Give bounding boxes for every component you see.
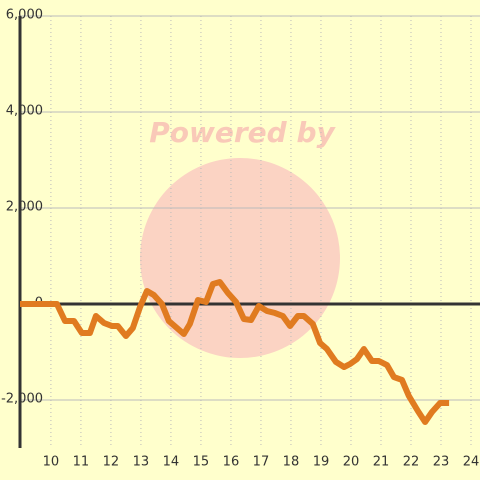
- x-tick-label: 12: [103, 455, 120, 470]
- x-tick-label: 20: [343, 455, 360, 470]
- watermark: Powered by: [149, 116, 336, 149]
- x-tick-label: 13: [133, 455, 150, 470]
- x-tick-label: 21: [373, 455, 390, 470]
- x-tick-label: 24: [463, 455, 480, 470]
- x-tick-label: 14: [163, 455, 180, 470]
- line: [20, 279, 450, 425]
- x-tick-label: 17: [253, 455, 270, 470]
- x-tick-label: 10: [43, 455, 60, 470]
- y-tick-label: 4,000: [6, 104, 43, 119]
- x-tick-label: 16: [223, 455, 240, 470]
- x-tick-label: 19: [313, 455, 330, 470]
- x-tick-label: 18: [283, 455, 300, 470]
- y-tick-label: -2,000: [1, 392, 43, 407]
- x-tick-label: 15: [193, 455, 210, 470]
- x-tick-label: 11: [73, 455, 90, 470]
- x-tick-label: 23: [433, 455, 450, 470]
- y-tick-label: 6,000: [6, 8, 43, 23]
- y-tick-label: 2,000: [6, 200, 43, 215]
- x-tick-label: 22: [403, 455, 420, 470]
- watermark-logo: [140, 158, 340, 358]
